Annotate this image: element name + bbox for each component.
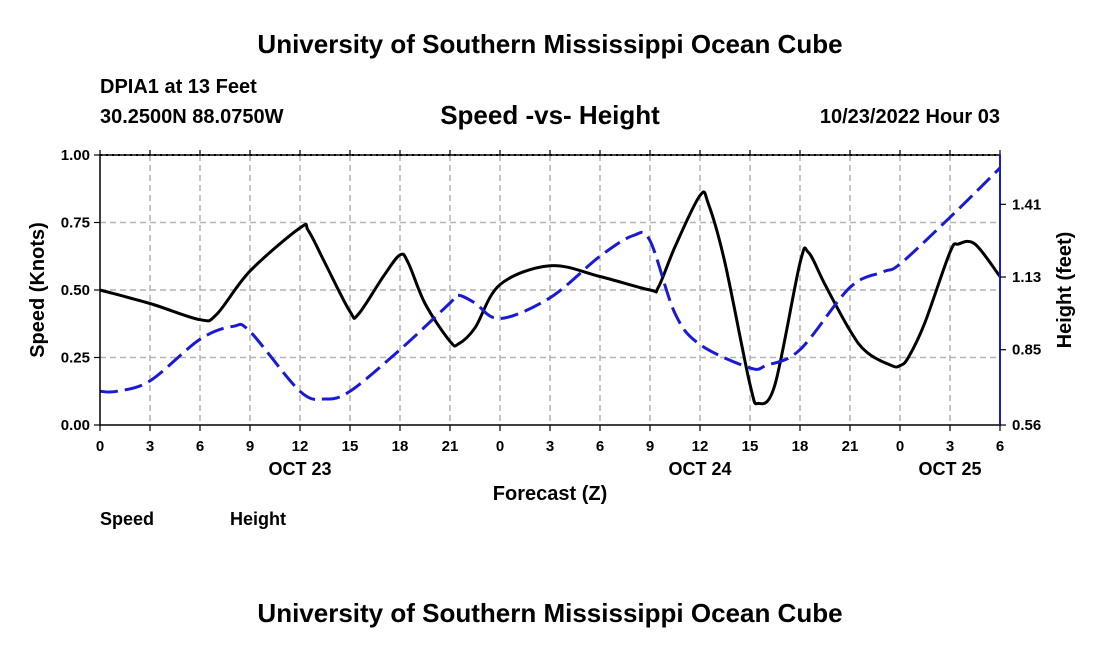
- chart-title: Speed -vs- Height: [0, 100, 1100, 131]
- x-tick-label: 6: [996, 438, 1004, 455]
- y-tick-label: 0.00: [61, 417, 90, 434]
- y2-tick-label: 1.41: [1012, 196, 1041, 213]
- series-line-speed: [99, 190, 1002, 406]
- station-name: DPIA1 at 13 Feet: [100, 76, 257, 98]
- y-tick-label: 0.50: [61, 282, 90, 299]
- y-tick-label: 0.25: [61, 350, 90, 367]
- station-coordinates: 30.2500N 88.0750W: [100, 106, 284, 128]
- x-tick-label: 6: [596, 438, 604, 455]
- x-tick-label: 15: [342, 438, 359, 455]
- x-tick-label: 12: [692, 438, 709, 455]
- x-tick-label: 9: [246, 438, 254, 455]
- chart-title-text: Speed -vs- Height: [440, 100, 660, 130]
- y-tick-label: 0.75: [61, 215, 90, 232]
- x-tick-label: 18: [792, 438, 809, 455]
- x-tick-label: 21: [842, 438, 859, 455]
- series-line-height: [99, 166, 1002, 402]
- x-tick-label: 15: [742, 438, 759, 455]
- date-label: OCT 24: [668, 459, 731, 479]
- date-label: OCT 23: [268, 459, 331, 479]
- x-tick-label: 3: [146, 438, 154, 455]
- footer-title: University of Southern Mississippi Ocean…: [257, 598, 843, 628]
- x-tick-label: 18: [392, 438, 409, 455]
- x-tick-label: 0: [96, 438, 104, 455]
- series-lines: [99, 166, 1002, 406]
- x-axis-label: Forecast (Z): [493, 483, 607, 505]
- y2-axis-label: Height (feet): [1054, 232, 1076, 349]
- x-tick-label: 0: [896, 438, 904, 455]
- x-tick-label: 12: [292, 438, 309, 455]
- x-tick-label: 9: [646, 438, 654, 455]
- legend-speed-label: Speed: [100, 509, 155, 529]
- x-tick-label: 3: [946, 438, 954, 455]
- y-axis-label: Speed (Knots): [27, 222, 49, 358]
- y2-tick-label: 0.56: [1012, 417, 1041, 434]
- axis-ticks: 0 3 6 9 12 15 18 21 0 3 6 9 12 15 18 21 0 3 6 OCT 23 OCT 24 O…: [61, 147, 1041, 479]
- y2-tick-label: 1.13: [1012, 269, 1041, 286]
- y-tick-label: 1.00: [61, 147, 90, 164]
- legend-height-label: Height: [230, 509, 286, 529]
- x-tick-label: 3: [546, 438, 554, 455]
- forecast-timestamp: 10/23/2022 Hour 03: [819, 106, 1000, 128]
- x-tick-label: 0: [496, 438, 504, 455]
- date-label: OCT 25: [918, 459, 981, 479]
- x-tick-label: 21: [442, 438, 459, 455]
- page-title: University of Southern Mississippi Ocean…: [257, 29, 843, 59]
- x-tick-label: 6: [196, 438, 204, 455]
- y2-tick-label: 0.85: [1012, 342, 1041, 359]
